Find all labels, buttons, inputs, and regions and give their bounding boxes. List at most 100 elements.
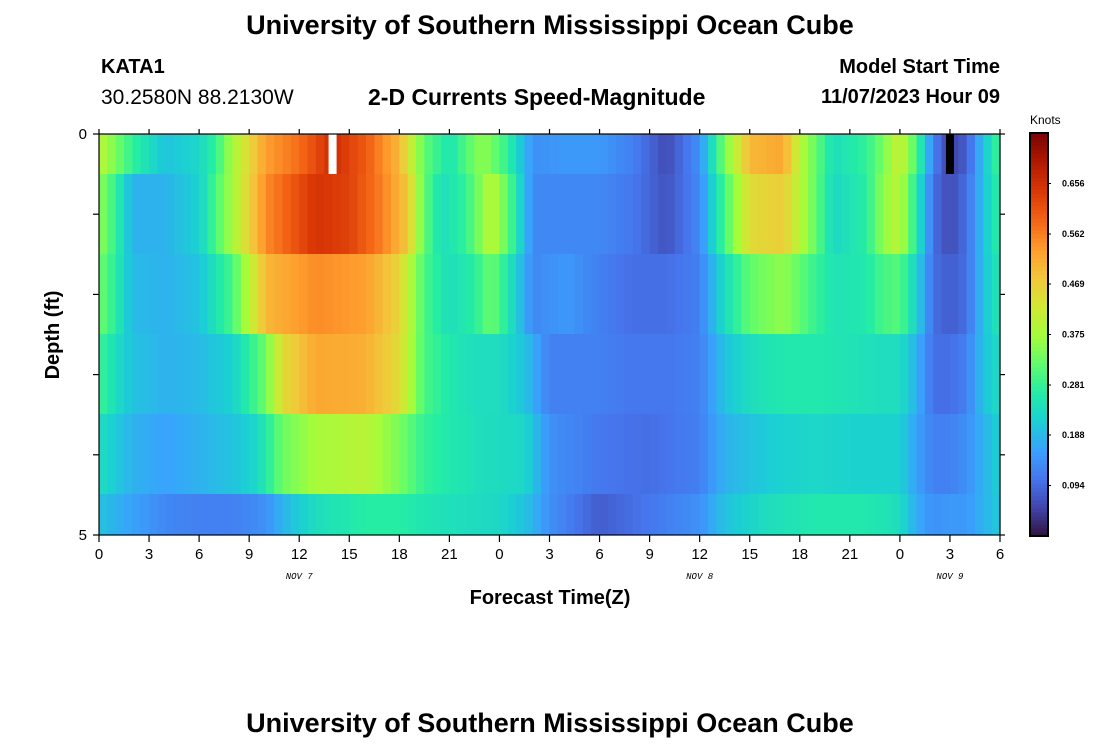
heatmap-cell: [207, 414, 217, 494]
heatmap-cell: [324, 494, 334, 535]
heatmap-cell: [841, 174, 851, 254]
heatmap-cell: [466, 334, 476, 414]
heatmap-cell: [190, 494, 200, 535]
heatmap-cell: [849, 414, 859, 494]
heatmap-cell: [115, 134, 125, 174]
heatmap-cell: [641, 334, 651, 414]
colorbar-segment: [1030, 141, 1048, 146]
x-tick-label: 3: [545, 546, 553, 563]
heatmap-cell: [991, 494, 1001, 535]
heatmap-cell: [349, 174, 359, 254]
heatmap-cell: [666, 254, 676, 334]
heatmap-cell: [165, 414, 175, 494]
heatmap-cell: [891, 494, 901, 535]
heatmap-cell: [357, 494, 367, 535]
heatmap-cell: [708, 134, 717, 174]
heatmap-cell: [849, 174, 859, 254]
heatmap-cell: [783, 134, 793, 174]
heatmap-cell: [107, 414, 117, 494]
heatmap-cell: [883, 174, 893, 254]
heatmap-cell: [724, 494, 734, 535]
heatmap-cell: [315, 134, 325, 174]
heatmap-cell: [783, 494, 793, 535]
heatmap-cell: [215, 134, 225, 174]
heatmap-cell: [649, 334, 659, 414]
colorbar-segment: [1030, 326, 1048, 332]
colorbar-segment: [1030, 298, 1048, 303]
heatmap-cell: [799, 174, 809, 254]
heatmap-cell: [257, 334, 267, 414]
heatmap-cell: [124, 494, 133, 535]
heatmap-cell: [382, 254, 392, 334]
heatmap-cell: [866, 134, 876, 174]
heatmap-cell: [924, 494, 934, 535]
heatmap-cell: [866, 414, 876, 494]
heatmap-cell: [349, 414, 359, 494]
station-coordinates: 30.2580N 88.2130W: [101, 86, 294, 109]
heatmap-cell: [607, 134, 617, 174]
heatmap-cell: [599, 134, 609, 174]
colorbar-segment: [1030, 350, 1048, 356]
heatmap-cell: [449, 254, 459, 334]
x-tick-label: 0: [495, 546, 503, 563]
colorbar-segment: [1030, 467, 1048, 473]
heatmap-cell: [149, 494, 158, 535]
heatmap-cell: [833, 134, 843, 174]
heatmap-cell: [299, 174, 309, 254]
heatmap-cell: [249, 414, 259, 494]
heatmap-cell: [833, 254, 843, 334]
heatmap-cell: [149, 174, 158, 254]
colorbar-segment: [1030, 201, 1048, 207]
heatmap-cell: [924, 134, 934, 174]
colorbar-segment: [1030, 515, 1048, 521]
heatmap-cell: [632, 414, 642, 494]
heatmap-cell: [657, 334, 667, 414]
heatmap-cell: [783, 414, 793, 494]
heatmap-cell: [441, 174, 450, 254]
heatmap-cell: [140, 174, 150, 254]
heatmap-cell: [132, 414, 142, 494]
heatmap-cell: [157, 174, 167, 254]
heatmap-cell: [541, 174, 551, 254]
heatmap-cell: [933, 414, 943, 494]
heatmap-cell: [466, 254, 476, 334]
heatmap-cell: [432, 334, 442, 414]
heatmap-cell: [582, 254, 592, 334]
colorbar-segment: [1030, 334, 1048, 340]
colorbar-segment: [1030, 314, 1048, 319]
heatmap-cell: [566, 254, 576, 334]
heatmap-cell: [816, 254, 826, 334]
heatmap-cell: [315, 254, 325, 334]
heatmap-cell: [824, 494, 834, 535]
heatmap-cell: [190, 134, 200, 174]
plot-axes: 0 3 6 9 12 15 18 21 0 3 6 9 12 15 18 21 0 3 6 NOV 7 NOV 8 NOV…: [79, 126, 1005, 582]
colorbar-segment: [1030, 257, 1048, 263]
heatmap-cell: [974, 414, 984, 494]
heatmap-cell: [491, 334, 501, 414]
heatmap-cell: [616, 254, 626, 334]
heatmap-cell: [107, 494, 117, 535]
heatmap-cell: [274, 494, 284, 535]
heatmap-cell: [265, 134, 275, 174]
heatmap-cell: [124, 254, 133, 334]
x-tick-label: 6: [595, 546, 603, 563]
heatmap-cell: [165, 134, 175, 174]
heatmap-cell: [399, 334, 409, 414]
heatmap-cell: [482, 334, 492, 414]
heatmap-cell: [132, 174, 142, 254]
colorbar-segment: [1030, 181, 1048, 186]
heatmap-cell: [966, 494, 976, 535]
heatmap-cell: [741, 134, 751, 174]
heatmap-cell: [766, 334, 776, 414]
colorbar-tick-label: 0.375: [1062, 330, 1085, 340]
heatmap-special-cell: [328, 134, 337, 174]
heatmap-cell: [290, 334, 300, 414]
heatmap-cell: [841, 254, 851, 334]
colorbar-segment: [1030, 499, 1048, 505]
heatmap-cell: [449, 414, 459, 494]
heatmap-cell: [516, 414, 526, 494]
heatmap-cell: [332, 334, 342, 414]
colorbar-segment: [1030, 205, 1048, 211]
colorbar-segment: [1030, 253, 1048, 259]
heatmap-cell: [441, 254, 450, 334]
